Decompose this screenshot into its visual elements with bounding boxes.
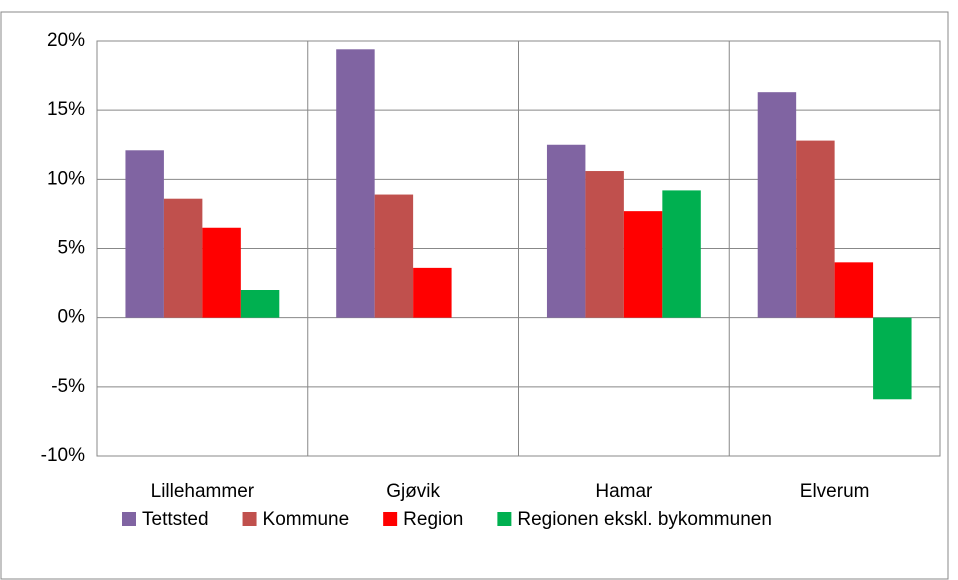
bar xyxy=(336,49,375,318)
y-tick-label: 15% xyxy=(47,99,85,120)
bar xyxy=(546,144,586,318)
bar xyxy=(796,140,835,318)
legend-label: Kommune xyxy=(263,509,350,530)
legend-label: Regionen ekskl. bykommunen xyxy=(517,509,772,530)
bar xyxy=(413,267,452,318)
x-tick-label: Hamar xyxy=(595,481,653,502)
legend-label: Tettsted xyxy=(142,509,209,530)
y-tick-label: 20% xyxy=(47,30,85,51)
y-tick-label: 5% xyxy=(58,238,86,259)
legend-label: Region xyxy=(403,509,463,530)
bar xyxy=(873,317,912,400)
y-tick-label: -10% xyxy=(41,445,85,466)
x-tick-label: Elverum xyxy=(800,481,870,502)
legend-swatch xyxy=(122,512,136,526)
legend-swatch xyxy=(242,512,257,526)
x-tick-label: Lillehammer xyxy=(151,481,255,502)
y-tick-label: 10% xyxy=(47,168,85,189)
bar xyxy=(202,227,241,318)
legend-swatch xyxy=(383,512,398,526)
bar xyxy=(585,171,624,318)
y-tick-label: 0% xyxy=(58,307,86,328)
legend-swatch xyxy=(497,512,512,526)
bar xyxy=(163,198,203,318)
x-tick-label: Gjøvik xyxy=(386,481,440,502)
bar xyxy=(623,211,663,318)
bar xyxy=(662,190,701,318)
bar xyxy=(374,194,414,318)
bar xyxy=(125,150,164,318)
bar xyxy=(834,262,874,318)
bar xyxy=(240,290,280,318)
y-tick-label: -5% xyxy=(51,376,85,397)
bar xyxy=(757,92,797,318)
